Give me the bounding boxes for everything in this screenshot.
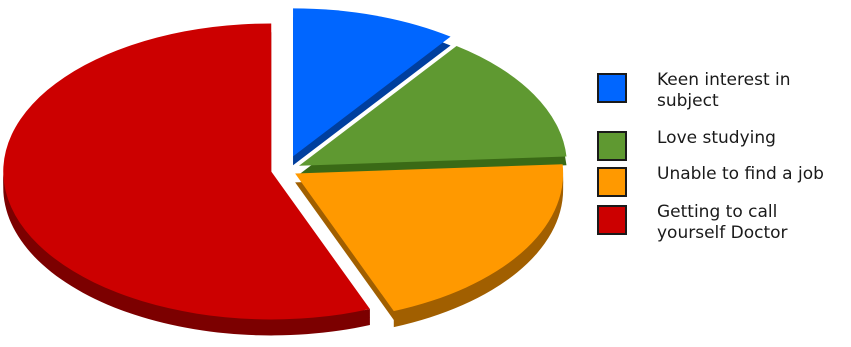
legend-label: Unable to find a job [657, 164, 824, 184]
pie-slice: Love studying [299, 46, 567, 166]
pie-slice: Unable to find a job [295, 164, 564, 312]
legend-item-keen-interest: Keen interest in subject [597, 70, 847, 128]
legend-label: Keen interest in subject [657, 70, 791, 111]
legend-label: Getting to call yourself Doctor [657, 202, 788, 243]
legend-swatch [597, 205, 627, 235]
pie-slice-side [393, 173, 564, 328]
legend-swatch [597, 73, 627, 103]
legend-item-unable-to-find-job: Unable to find a job [597, 164, 847, 202]
chart-legend: Keen interest in subject Love studying U… [597, 70, 847, 260]
legend-item-call-yourself-doctor: Getting to call yourself Doctor [597, 202, 847, 260]
legend-swatch [597, 167, 627, 197]
pie-slice: Keen interest in subject [293, 8, 451, 157]
legend-label: Love studying [657, 128, 776, 148]
pie-slice-side [3, 171, 370, 336]
legend-item-love-studying: Love studying [597, 128, 847, 164]
legend-swatch [597, 131, 627, 161]
pie-slice: Getting to call yourself Doctor [3, 23, 370, 320]
